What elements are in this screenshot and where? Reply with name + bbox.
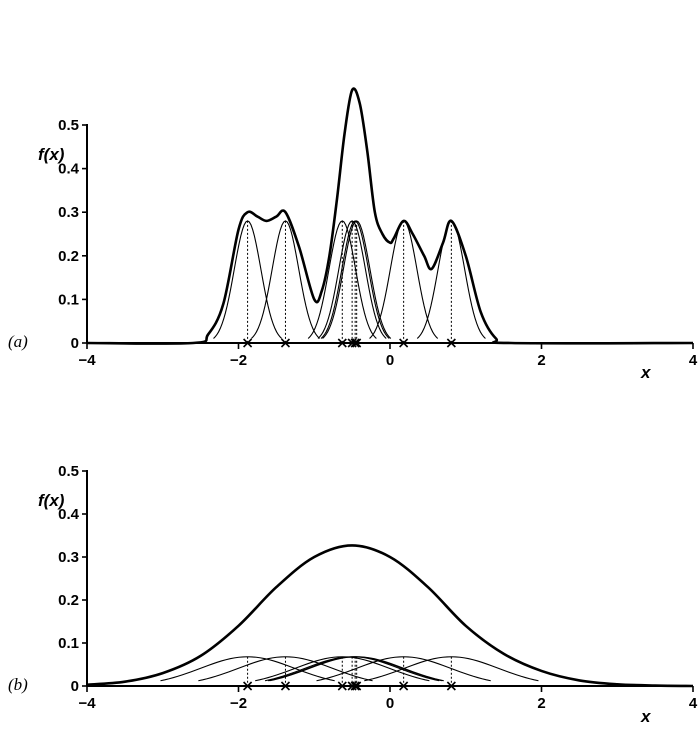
- y-tick-label: 0.4: [58, 161, 80, 178]
- kernel-curve: [198, 656, 373, 682]
- y-tick-label: 0: [71, 335, 79, 352]
- observation-marker: [352, 338, 362, 348]
- kernel-curve: [320, 220, 390, 339]
- panel-b-label: (b): [8, 675, 28, 694]
- panel-a-x-label: x: [640, 363, 652, 382]
- kernel-curve: [322, 220, 392, 339]
- observation-marker: [280, 338, 291, 348]
- observation-marker: [337, 681, 347, 691]
- x-tick-label: 2: [537, 695, 545, 712]
- x-tick-label: −2: [230, 352, 247, 369]
- panel-b: 0 0.1 0.2 0.3 0.4 0.5 −4 −2 0 2 4 f(x) x (b): [8, 463, 698, 726]
- y-tick-label: 0.5: [58, 463, 79, 480]
- panel-b-kernels: [160, 656, 539, 682]
- observation-marker: [350, 681, 360, 691]
- x-tick-label: 2: [537, 352, 545, 369]
- kernel-curve: [160, 656, 335, 682]
- kernel-curve: [213, 220, 283, 339]
- x-tick-label: 4: [689, 352, 698, 369]
- y-tick-label: 0.2: [58, 592, 79, 609]
- observation-marker: [280, 681, 291, 691]
- y-tick-label: 0.2: [58, 248, 79, 265]
- x-tick-label: 0: [386, 352, 394, 369]
- panel-b-drop-lines: [247, 656, 452, 686]
- x-tick-label: −4: [78, 352, 96, 369]
- y-tick-label: 0.1: [58, 635, 79, 652]
- observation-marker: [350, 338, 360, 348]
- kernel-curve: [255, 656, 430, 682]
- x-tick-label: 4: [689, 695, 698, 712]
- panel-a-y-label: f(x): [38, 145, 65, 164]
- observation-marker: [337, 338, 347, 348]
- x-tick-label: 0: [386, 695, 394, 712]
- panel-a: 0 0.1 0.2 0.3 0.4 0.5 −4 −2 0 2 4 f(x) x (a): [8, 87, 698, 382]
- observation-marker: [243, 338, 253, 348]
- panel-a-label: (a): [8, 332, 28, 351]
- panel-b-y-label: f(x): [38, 491, 65, 510]
- observation-marker: [446, 681, 456, 691]
- panel-b-observation-markers: [243, 681, 456, 691]
- kernel-curve: [307, 220, 377, 339]
- panel-a-y-ticks: 0 0.1 0.2 0.3 0.4 0.5: [58, 117, 87, 352]
- panel-a-density-curve: [86, 87, 694, 345]
- panel-b-y-ticks: 0 0.1 0.2 0.3 0.4 0.5: [58, 463, 87, 695]
- kernel-curve: [250, 220, 320, 339]
- panel-a-drop-lines: [247, 220, 452, 343]
- panel-a-observation-markers: [243, 338, 456, 348]
- y-tick-label: 0.3: [58, 549, 79, 566]
- y-tick-label: 0.4: [58, 506, 80, 523]
- panel-b-density-curve: [86, 544, 694, 688]
- x-tick-label: −4: [78, 695, 96, 712]
- panel-b-x-ticks: −4 −2 0 2 4: [78, 686, 698, 712]
- y-tick-label: 0: [71, 678, 79, 695]
- y-tick-label: 0.5: [58, 117, 79, 134]
- panel-a-x-ticks: −4 −2 0 2 4: [78, 343, 698, 369]
- kernel-curve: [317, 220, 387, 339]
- observation-marker: [446, 338, 456, 348]
- kernel-curve: [269, 656, 444, 682]
- observation-marker: [399, 681, 409, 691]
- y-tick-label: 0.3: [58, 204, 79, 221]
- observation-marker: [399, 338, 409, 348]
- observation-marker: [243, 681, 253, 691]
- y-tick-label: 0.1: [58, 291, 79, 308]
- kernel-curve: [364, 656, 539, 682]
- x-tick-label: −2: [230, 695, 247, 712]
- kernel-curve: [316, 656, 491, 682]
- panel-b-x-label: x: [640, 707, 652, 726]
- observation-marker: [352, 681, 362, 691]
